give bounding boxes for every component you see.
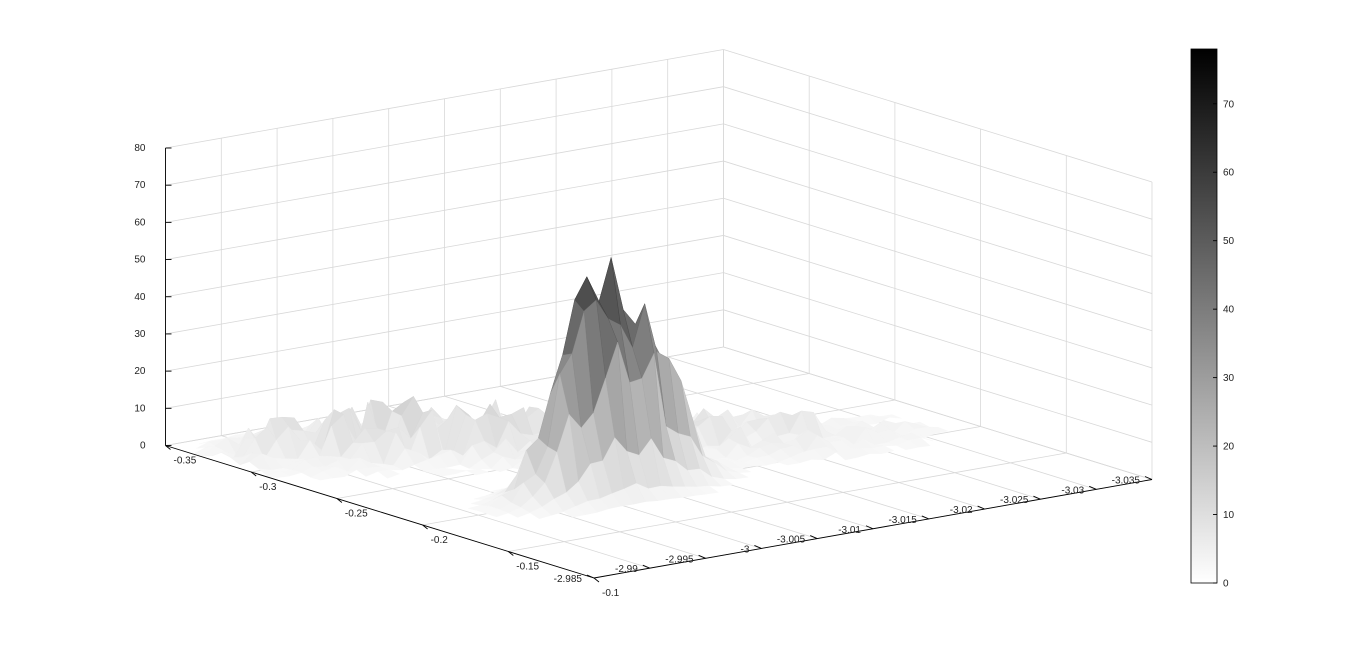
y-tick-label: -0.1 (602, 588, 620, 599)
x-tick (754, 545, 762, 549)
floor-gridline-y (508, 452, 1067, 552)
colorbar-tick-label: 20 (1223, 442, 1235, 453)
x-tick-label: -2.985 (554, 574, 583, 585)
surface-face (465, 468, 489, 476)
colorbar-tick-label: 40 (1223, 305, 1235, 316)
wall-gridline-z (165, 235, 724, 335)
colorbar-tick-label: 10 (1223, 510, 1235, 521)
surface-face (777, 457, 801, 466)
axis-layer: -2.985 -2.99 -2.995 -3 -3.005 -3.01 -3.015 -3.0… (134, 143, 1153, 599)
wall-gridline-z (723, 346, 1153, 480)
x-tick-label: -2.99 (615, 564, 638, 575)
colorbar-tick-label: 0 (1223, 579, 1229, 590)
x-tick (865, 525, 874, 530)
z-tick-label: 40 (134, 292, 146, 303)
z-tick-label: 0 (140, 441, 146, 452)
wall-gridline-z (165, 123, 724, 223)
wall-gridline-z (165, 272, 724, 372)
x-tick (586, 574, 595, 579)
x-tick (921, 515, 929, 520)
y-tick-label: -0.3 (259, 482, 277, 493)
wall-gridline-z (165, 49, 724, 149)
z-tick-label: 30 (134, 329, 146, 340)
x-tick-label: -3.03 (1061, 485, 1084, 496)
y-tick (165, 445, 171, 450)
x-tick-label: -3.015 (888, 515, 917, 526)
surface-face (432, 468, 456, 477)
wall-gridline-z (723, 86, 1153, 220)
y-tick (593, 577, 600, 583)
x-tick-label: -3.025 (1000, 495, 1029, 506)
y-tick (508, 551, 514, 556)
x-tick (810, 535, 818, 540)
wall-gridline-z (165, 197, 724, 298)
x-tick-label: -3.02 (950, 505, 973, 516)
y-tick-label: -0.2 (431, 535, 449, 546)
x-tick-label: -3.01 (838, 525, 861, 536)
wall-gridline-z (723, 235, 1153, 369)
x-tick (1033, 495, 1041, 500)
surface-face (486, 509, 510, 518)
x-tick-label: -3 (740, 544, 749, 555)
surface-face (562, 506, 586, 518)
wall-gridline-z (723, 272, 1153, 406)
z-tick-label: 50 (134, 255, 146, 266)
surface-face (377, 469, 401, 479)
wall-gridline-z (165, 160, 724, 260)
colorbar-gradient (1190, 48, 1218, 584)
x-tick-label: -3.035 (1112, 476, 1141, 487)
x-tick (977, 505, 985, 510)
y-tick-label: -0.25 (345, 509, 368, 520)
surface-face (835, 447, 858, 461)
y-axis-line (165, 445, 595, 579)
x-tick (642, 564, 650, 569)
wall-gridline-z (723, 309, 1153, 443)
surface-face (896, 440, 919, 451)
wall-gridline-z (723, 197, 1153, 332)
y-tick (336, 498, 343, 503)
wall-gridline-z (723, 160, 1153, 294)
surface-layer (192, 257, 949, 519)
z-tick-label: 10 (134, 403, 146, 414)
wall-gridline-z (165, 86, 724, 186)
x-tick-label: -2.995 (665, 554, 694, 565)
y-tick-label: -0.35 (174, 456, 197, 467)
surface-face (310, 471, 333, 481)
z-tick-label: 60 (134, 217, 146, 228)
surface-face (529, 506, 552, 519)
colorbar: 0 10 20 30 40 50 60 70 (1190, 48, 1235, 590)
wall-gridline-z (723, 49, 1153, 183)
x-tick-label: -3.005 (777, 535, 806, 546)
surface-face (356, 467, 379, 477)
y-tick (250, 471, 257, 477)
colorbar-tick-label: 50 (1223, 236, 1235, 247)
z-tick-label: 70 (134, 180, 146, 191)
colorbar-tick-label: 30 (1223, 373, 1235, 384)
surface-face (490, 456, 513, 472)
x-tick (1144, 476, 1153, 480)
surface-face (267, 470, 291, 478)
z-tick-label: 80 (134, 143, 146, 154)
y-tick-label: -0.15 (516, 562, 539, 573)
z-tick-label: 20 (134, 366, 146, 377)
colorbar-tick-label: 60 (1223, 168, 1235, 179)
wall-gridline-z (723, 123, 1153, 257)
surface-face (507, 507, 531, 518)
x-tick (1089, 485, 1097, 490)
x-tick (698, 554, 706, 559)
y-tick (422, 524, 428, 530)
colorbar-tick-label: 70 (1223, 99, 1235, 110)
